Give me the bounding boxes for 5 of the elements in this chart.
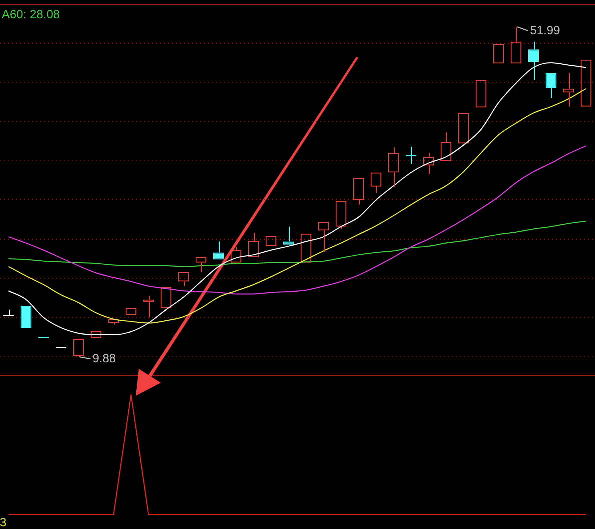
annotation: 9.88 (92, 351, 116, 366)
annotation: A60: 28.08 (2, 7, 60, 22)
text: 3 (0, 515, 7, 529)
annotation: 51.99 (530, 23, 561, 38)
candlestick (283, 226, 294, 245)
